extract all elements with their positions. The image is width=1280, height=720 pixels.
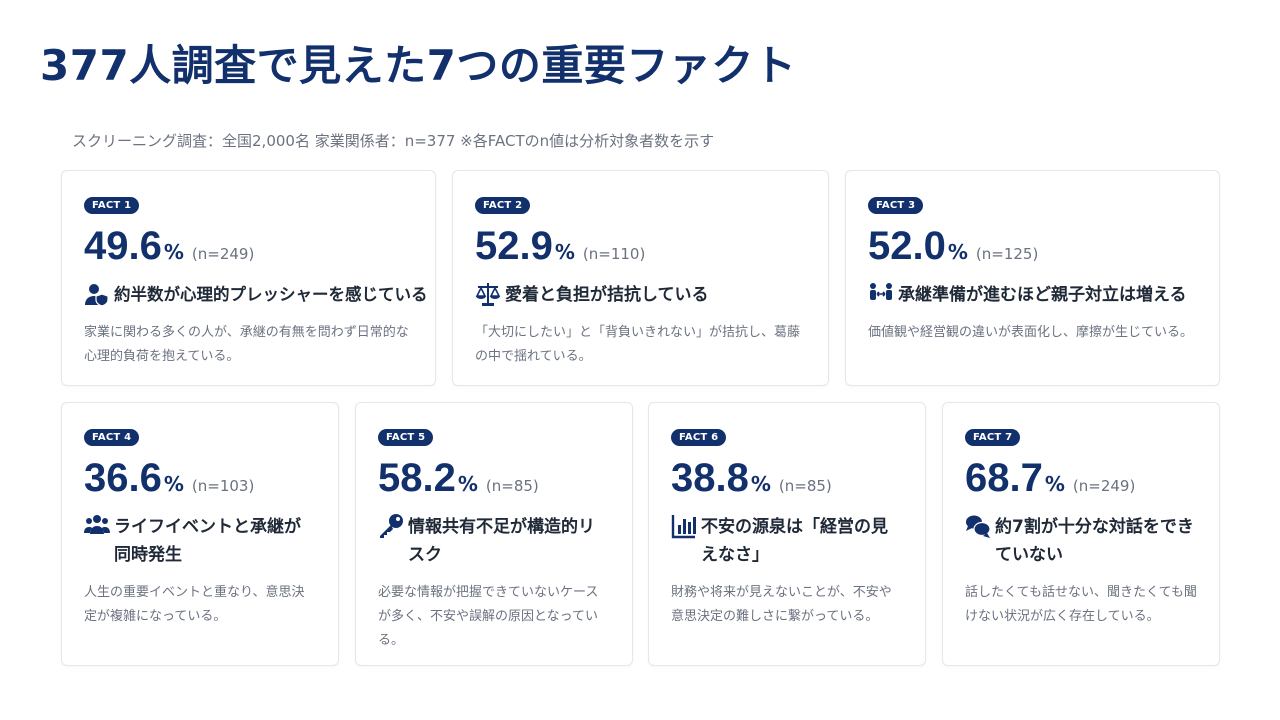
fact-unit: % [163, 472, 184, 496]
fact-description: 話したくても話せない、聞きたくても聞けない状況が広く存在している。 [965, 585, 1197, 624]
fact-description: 必要な情報が把握できていないケースが多く、不安や誤解の原因となっている。 [378, 585, 599, 648]
fact-description: 価値観や経営観の違いが表面化し、摩擦が生じている。 [868, 325, 1194, 340]
users-group-icon [84, 513, 110, 539]
fact-value: 36.6 [84, 456, 162, 500]
fact-value: 58.2 [378, 456, 456, 500]
fact-description: 「大切にしたい」と「背負いきれない」が拮抗し、葛藤の中で揺れている。 [475, 325, 801, 364]
fact-unit: % [457, 472, 478, 496]
fact-card-2: FACT 2 52.9 % (n=110) 愛着と負担が拮抗している 「大切にし… [452, 170, 829, 386]
fact-card-7: FACT 7 68.7 % (n=249) 約7割が十分な対話をできていない 話… [942, 402, 1220, 666]
fact-badge: FACT 1 [84, 197, 140, 214]
fact-stat: 52.9 % (n=110) [475, 224, 806, 269]
fact-description: 人生の重要イベントと重なり、意思決定が複雑になっている。 [84, 585, 305, 624]
fact-card-1: FACT 1 49.6 % (n=249) 約半数が心理的プレッシャーを感じてい… [61, 170, 436, 386]
fact-stat: 58.2 % (n=85) [378, 456, 610, 501]
fact-value: 52.9 [475, 224, 553, 268]
fact-description: 財務や将来が見えないことが、不安や意思決定の難しさに繋がっている。 [671, 585, 892, 624]
fact-stat: 38.8 % (n=85) [671, 456, 903, 501]
fact-sample-size: (n=249) [1072, 477, 1136, 495]
fact-badge: FACT 2 [475, 197, 531, 214]
fact-headline: 情報共有不足が構造的リスク [408, 517, 595, 565]
fact-card-5: FACT 5 58.2 % (n=85) 情報共有不足が構造的リスク 必要な情報… [355, 402, 633, 666]
fact-sample-size: (n=110) [582, 245, 646, 263]
people-arrows-icon [868, 281, 894, 307]
fact-headline: 愛着と負担が拮抗している [505, 285, 709, 305]
bar-chart-icon [671, 513, 697, 539]
fact-headline: 承継準備が進むほど親子対立は増える [898, 285, 1187, 305]
user-shield-icon [84, 281, 110, 307]
fact-stat: 36.6 % (n=103) [84, 456, 316, 501]
fact-sample-size: (n=125) [975, 245, 1039, 263]
fact-stat: 52.0 % (n=125) [868, 224, 1197, 269]
fact-unit: % [750, 472, 771, 496]
key-icon [378, 513, 404, 539]
fact-stat: 49.6 % (n=249) [84, 224, 413, 269]
fact-value: 68.7 [965, 456, 1043, 500]
fact-value: 49.6 [84, 224, 162, 268]
fact-unit: % [1044, 472, 1065, 496]
fact-stat: 68.7 % (n=249) [965, 456, 1197, 501]
fact-sample-size: (n=103) [191, 477, 255, 495]
fact-badge: FACT 3 [868, 197, 924, 214]
fact-headline: ライフイベントと承継が同時発生 [114, 517, 301, 565]
fact-badge: FACT 5 [378, 429, 434, 446]
scale-balance-icon [475, 281, 501, 307]
fact-card-4: FACT 4 36.6 % (n=103) ライフイベントと承継が同時発生 人生… [61, 402, 339, 666]
fact-unit: % [947, 240, 968, 264]
fact-description: 家業に関わる多くの人が、承継の有無を問わず日常的な心理的負荷を抱えている。 [84, 325, 409, 364]
fact-badge: FACT 4 [84, 429, 140, 446]
fact-unit: % [163, 240, 184, 264]
fact-unit: % [554, 240, 575, 264]
fact-badge: FACT 7 [965, 429, 1021, 446]
fact-sample-size: (n=249) [191, 245, 255, 263]
page-subtitle: スクリーニング調査：全国2,000名 家業関係者：n=377 ※各FACTのn値… [72, 132, 715, 150]
fact-value: 38.8 [671, 456, 749, 500]
fact-badge: FACT 6 [671, 429, 727, 446]
fact-headline: 約7割が十分な対話をできていない [995, 517, 1194, 565]
fact-sample-size: (n=85) [778, 477, 832, 495]
fact-sample-size: (n=85) [485, 477, 539, 495]
fact-card-3: FACT 3 52.0 % (n=125) 承継準備が進むほど親子対立は増える … [845, 170, 1220, 386]
page-title: 377人調査で見えた7つの重要ファクト [40, 41, 797, 90]
fact-card-6: FACT 6 38.8 % (n=85) 不安の源泉は「経営の見えなさ」 財務や… [648, 402, 926, 666]
chat-bubbles-icon [965, 513, 991, 539]
fact-headline: 約半数が心理的プレッシャーを感じている [114, 285, 428, 304]
fact-value: 52.0 [868, 224, 946, 268]
fact-headline: 不安の源泉は「経営の見えなさ」 [701, 517, 888, 565]
